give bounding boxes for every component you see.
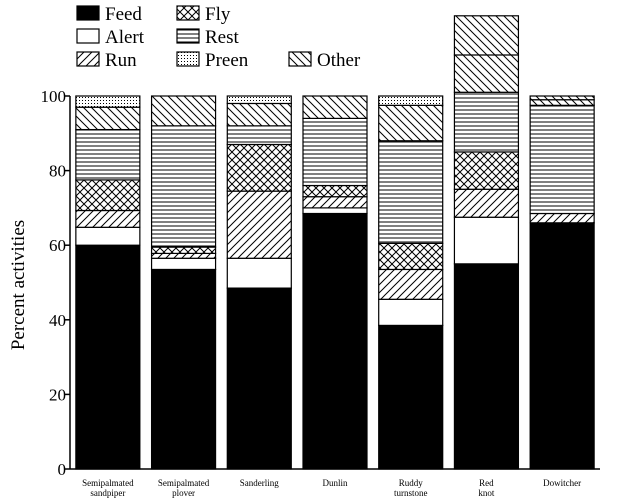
legend-swatch-feed: [76, 5, 100, 21]
legend-swatch-run: [76, 51, 100, 67]
legend-label-fly: Fly: [205, 4, 231, 25]
bars: [75, 15, 595, 470]
bar-segment-preen-semipalmated-sandpiper: [75, 95, 141, 108]
legend-label-preen: Preen: [205, 50, 249, 71]
y-tick-label: 60: [49, 236, 66, 255]
bar-segment-rest-red-knot: [453, 91, 520, 153]
bar-segment-fly-ruddy-turnstone: [378, 242, 444, 271]
bar-segment-other-dunlin: [302, 95, 368, 119]
bar-segment-other-ruddy-turnstone: [378, 104, 444, 142]
bar-segment-run-sanderling: [226, 190, 292, 259]
x-tick-label: Red knot: [478, 478, 495, 498]
legend-label-rest: Rest: [205, 27, 240, 48]
bar-segment-run-ruddy-turnstone: [378, 268, 444, 300]
bar-segment-alert-semipalmated-sandpiper: [75, 226, 141, 246]
x-tick-label: Dunlin: [322, 478, 348, 488]
bar-segment-alert-dunlin: [302, 207, 368, 215]
x-tick-labels: Semipalmated sandpiper Semipalmated plover S…: [82, 478, 581, 498]
bar-segment-feed-dowitcher: [529, 222, 595, 470]
legend-swatch-alert: [76, 28, 100, 44]
bar-segment-fly-sanderling: [226, 143, 292, 192]
bar-segment-run-red-knot: [453, 188, 520, 218]
legend-swatch-fly: [176, 5, 200, 21]
bar-segment-other-red-knot: [453, 54, 520, 93]
bar-segment-feed-ruddy-turnstone: [378, 324, 444, 470]
y-tick-label: 100: [41, 87, 67, 106]
x-tick-label: Semipalmated plover: [158, 478, 210, 498]
bar-segment-alert-sanderling: [226, 257, 292, 289]
y-tick-label: 40: [49, 311, 66, 330]
bar-segment-preen-sanderling: [226, 95, 292, 105]
bar-segment-run-dunlin: [302, 196, 368, 209]
bar-segment-fly-semipalmated-plover: [150, 246, 217, 255]
bar-segment-rest-dunlin: [302, 117, 368, 187]
bar-segment-feed-semipalmated-sandpiper: [75, 244, 141, 470]
bar-segment-feed-dunlin: [302, 212, 368, 470]
bar-segment-other-sanderling: [226, 102, 292, 127]
y-tick-label: 0: [58, 460, 67, 479]
bar-segment-run-dowitcher: [529, 212, 595, 224]
bar-segment-other-dowitcher: [529, 95, 595, 101]
y-tick-label: 80: [49, 162, 66, 181]
legend-swatch-other: [288, 51, 312, 67]
legend: Feed Fly Alert Rest Run Preen Other: [76, 4, 361, 71]
bar-segment-other-red-knot: [453, 15, 520, 56]
bar-segment-feed-red-knot: [453, 263, 520, 470]
bar-segment-other-dowitcher: [529, 99, 595, 106]
x-tick-label: Ruddy turnstone: [394, 478, 428, 498]
y-ticks: 0 20 40 60 80 100: [41, 87, 70, 479]
x-tick-label: Sanderling: [240, 478, 279, 488]
bar-segment-run-semipalmated-plover: [150, 252, 217, 259]
bar-segment-feed-sanderling: [226, 287, 292, 470]
bar-segment-rest-dowitcher: [529, 104, 595, 215]
bar-segment-fly-semipalmated-sandpiper: [75, 179, 141, 212]
bar-segment-other-semipalmated-sandpiper: [75, 106, 141, 131]
bar-segment-alert-red-knot: [453, 216, 520, 265]
bar-segment-run-semipalmated-sandpiper: [75, 209, 141, 228]
bar-segment-preen-ruddy-turnstone: [378, 95, 444, 106]
bar-segment-alert-ruddy-turnstone: [378, 298, 444, 326]
bar-segment-feed-semipalmated-plover: [150, 268, 217, 470]
legend-swatch-preen: [176, 51, 200, 67]
y-axis-label: Percent activities: [8, 220, 29, 350]
bar-segment-rest-sanderling: [226, 125, 292, 146]
legend-label-feed: Feed: [105, 4, 142, 25]
bar-segment-rest-semipalmated-plover: [150, 125, 217, 248]
legend-label-other: Other: [317, 50, 361, 71]
bar-segment-rest-semipalmated-sandpiper: [75, 128, 141, 181]
legend-label-run: Run: [105, 50, 137, 71]
bar-segment-fly-dunlin: [302, 184, 368, 198]
bar-segment-fly-red-knot: [453, 151, 520, 190]
legend-label-alert: Alert: [105, 27, 145, 48]
bar-segment-alert-semipalmated-plover: [150, 257, 217, 271]
bar-segment-other-semipalmated-plover: [150, 95, 217, 127]
x-tick-label: Dowitcher: [543, 478, 581, 488]
bar-segment-rest-ruddy-turnstone: [378, 140, 444, 244]
legend-swatch-rest: [176, 28, 200, 44]
y-tick-label: 20: [49, 385, 66, 404]
x-tick-label: Semipalmated sandpiper: [82, 478, 134, 498]
